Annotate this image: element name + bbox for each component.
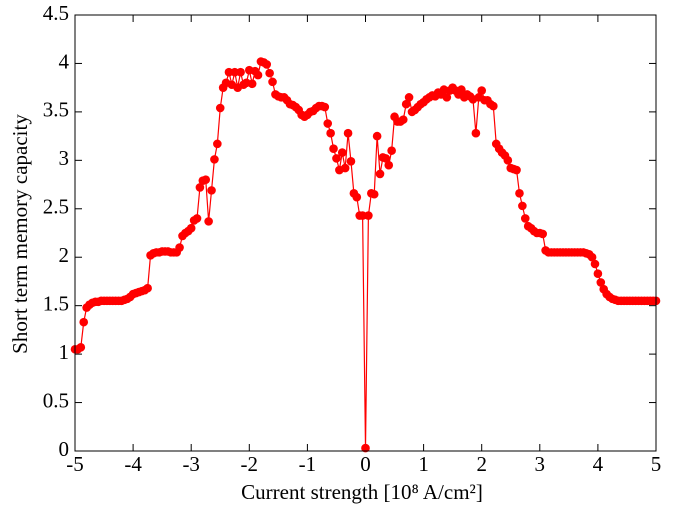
data-point <box>503 156 513 165</box>
data-point <box>587 252 597 262</box>
data-point <box>186 223 196 233</box>
data-point <box>518 201 527 211</box>
data-point <box>361 443 370 453</box>
x-tick-label: 4 <box>593 452 604 476</box>
data-point <box>326 128 335 138</box>
data-point <box>520 214 530 223</box>
data-point <box>332 154 341 163</box>
y-tick-label: 2.5 <box>43 195 69 219</box>
data-point <box>207 186 216 195</box>
y-tick-label: 0 <box>59 437 70 461</box>
x-tick-label: -1 <box>299 452 317 476</box>
y-tick-label: 4 <box>59 49 70 73</box>
data-point <box>76 343 86 352</box>
data-point <box>375 169 385 179</box>
data-point <box>512 165 521 175</box>
y-tick-label: 3 <box>59 146 70 170</box>
x-tick-label: -4 <box>124 452 142 476</box>
x-tick-label: -2 <box>241 452 259 476</box>
data-point <box>268 77 277 87</box>
y-axis-label: Short term memory capacity <box>8 114 32 354</box>
data-point <box>346 157 356 166</box>
data-point <box>369 189 379 199</box>
data-point <box>213 139 222 149</box>
y-tick-label: 3.5 <box>43 98 69 122</box>
data-point <box>343 128 353 138</box>
data-point <box>596 278 606 287</box>
x-tick-label: -5 <box>66 452 84 476</box>
y-tick-label: 4.5 <box>43 1 69 25</box>
data-point <box>215 103 225 113</box>
data-point <box>442 93 452 102</box>
data-point <box>175 243 184 252</box>
data-point <box>192 214 202 223</box>
data-point <box>387 146 396 155</box>
data-point <box>593 269 603 278</box>
data-point <box>204 217 213 226</box>
y-tick-label: 1.5 <box>43 291 69 315</box>
data-point <box>195 183 205 192</box>
x-tick-label: 1 <box>418 452 429 476</box>
data-point <box>398 115 408 124</box>
plot-frame <box>74 14 657 452</box>
y-tick-label: 1 <box>59 340 70 364</box>
x-tick-label: 5 <box>651 452 662 476</box>
data-point <box>340 163 350 173</box>
y-tick-label: 0.5 <box>43 388 69 412</box>
data-point <box>384 160 394 170</box>
x-axis-label: Current strength [10⁸ A/cm²] <box>241 480 483 504</box>
data-point <box>320 102 330 112</box>
data-point <box>323 119 333 128</box>
data-point <box>247 79 257 89</box>
data-point <box>352 192 362 202</box>
data-point <box>143 283 152 293</box>
data-point <box>477 86 487 95</box>
x-tick-label: 0 <box>360 452 371 476</box>
data-point <box>489 101 498 111</box>
x-tick-label: 2 <box>476 452 487 476</box>
x-tick-label: -3 <box>182 452 200 476</box>
data-point <box>471 128 481 138</box>
y-tick-label: 2 <box>59 243 70 267</box>
data-point <box>253 70 263 80</box>
data-point <box>265 68 274 78</box>
data-point <box>236 67 245 77</box>
data-point <box>457 85 466 94</box>
data-point <box>210 155 219 164</box>
data-point <box>401 99 411 109</box>
data-point <box>404 93 414 102</box>
x-tick-label: 3 <box>535 452 546 476</box>
data-point <box>381 154 391 163</box>
data-point <box>538 229 548 239</box>
data-point <box>201 175 211 185</box>
data-point <box>337 148 347 157</box>
data-point <box>329 144 338 154</box>
data-point <box>79 317 89 327</box>
data-point <box>590 259 600 269</box>
data-point <box>364 211 373 220</box>
data-point <box>262 60 272 69</box>
data-point <box>372 131 382 141</box>
data-point <box>515 188 524 198</box>
